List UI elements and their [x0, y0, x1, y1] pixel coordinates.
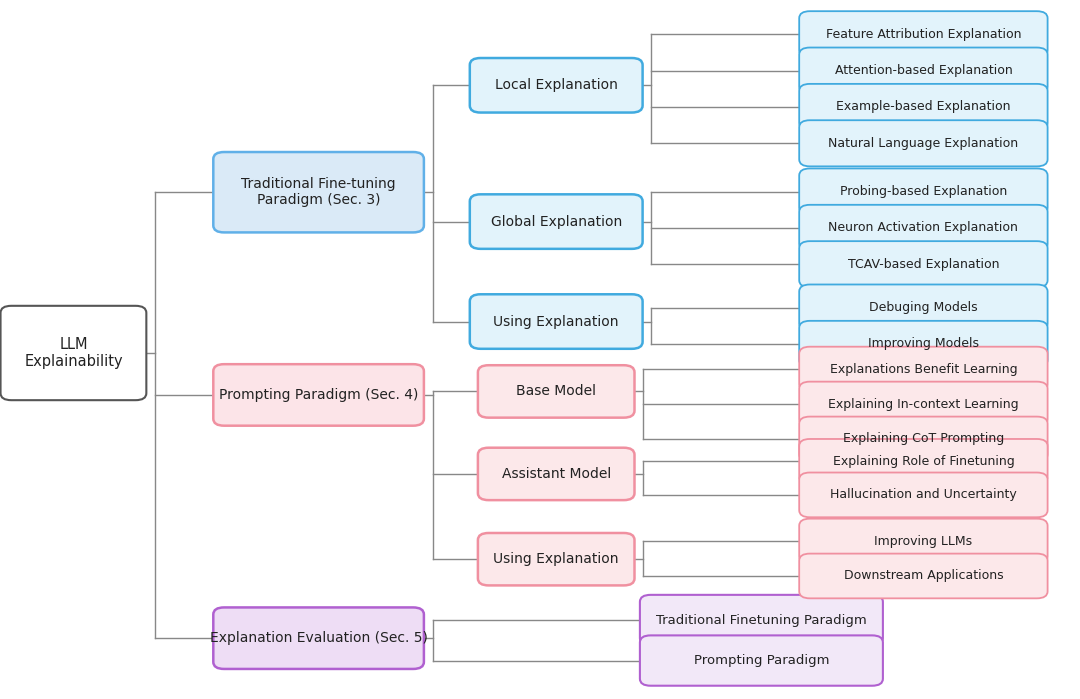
- FancyBboxPatch shape: [799, 382, 1048, 426]
- Text: Natural Language Explanation: Natural Language Explanation: [828, 137, 1018, 150]
- FancyBboxPatch shape: [799, 11, 1048, 57]
- Text: Improving LLMs: Improving LLMs: [875, 535, 972, 547]
- FancyBboxPatch shape: [799, 241, 1048, 287]
- FancyBboxPatch shape: [799, 48, 1048, 94]
- FancyBboxPatch shape: [799, 554, 1048, 598]
- Text: Prompting Paradigm: Prompting Paradigm: [693, 654, 829, 667]
- Text: Global Explanation: Global Explanation: [490, 215, 622, 229]
- Text: Neuron Activation Explanation: Neuron Activation Explanation: [828, 222, 1018, 234]
- Text: Attention-based Explanation: Attention-based Explanation: [835, 64, 1012, 77]
- Text: Traditional Fine-tuning
Paradigm (Sec. 3): Traditional Fine-tuning Paradigm (Sec. 3…: [241, 177, 396, 208]
- FancyBboxPatch shape: [799, 284, 1048, 331]
- Text: Debuging Models: Debuging Models: [869, 301, 977, 314]
- FancyBboxPatch shape: [477, 448, 635, 500]
- Text: Using Explanation: Using Explanation: [494, 315, 619, 329]
- FancyBboxPatch shape: [477, 365, 635, 418]
- Text: Traditional Finetuning Paradigm: Traditional Finetuning Paradigm: [656, 614, 867, 626]
- Text: Hallucination and Uncertainty: Hallucination and Uncertainty: [831, 489, 1016, 501]
- FancyBboxPatch shape: [799, 417, 1048, 461]
- FancyBboxPatch shape: [799, 205, 1048, 251]
- Text: Base Model: Base Model: [516, 384, 596, 398]
- Text: Assistant Model: Assistant Model: [501, 467, 611, 481]
- Text: Example-based Explanation: Example-based Explanation: [836, 101, 1011, 113]
- Text: Explanation Evaluation (Sec. 5): Explanation Evaluation (Sec. 5): [210, 631, 428, 645]
- FancyBboxPatch shape: [477, 533, 635, 586]
- FancyBboxPatch shape: [799, 439, 1048, 484]
- Text: Explaining Role of Finetuning: Explaining Role of Finetuning: [833, 455, 1014, 468]
- FancyBboxPatch shape: [470, 58, 643, 113]
- FancyBboxPatch shape: [799, 473, 1048, 517]
- FancyBboxPatch shape: [470, 194, 643, 249]
- FancyBboxPatch shape: [213, 364, 423, 426]
- Text: Prompting Paradigm (Sec. 4): Prompting Paradigm (Sec. 4): [219, 388, 418, 402]
- FancyBboxPatch shape: [799, 168, 1048, 215]
- FancyBboxPatch shape: [470, 294, 643, 349]
- FancyBboxPatch shape: [639, 635, 882, 686]
- Text: LLM
Explainability: LLM Explainability: [24, 337, 123, 369]
- FancyBboxPatch shape: [213, 152, 423, 232]
- Text: Improving Models: Improving Models: [868, 338, 978, 350]
- FancyBboxPatch shape: [639, 595, 882, 645]
- FancyBboxPatch shape: [799, 347, 1048, 391]
- FancyBboxPatch shape: [799, 321, 1048, 367]
- FancyBboxPatch shape: [799, 120, 1048, 166]
- Text: TCAV-based Explanation: TCAV-based Explanation: [848, 258, 999, 271]
- Text: Explaining CoT Prompting: Explaining CoT Prompting: [842, 433, 1004, 445]
- Text: Downstream Applications: Downstream Applications: [843, 570, 1003, 582]
- Text: Explanations Benefit Learning: Explanations Benefit Learning: [829, 363, 1017, 375]
- FancyBboxPatch shape: [799, 84, 1048, 130]
- Text: Using Explanation: Using Explanation: [494, 552, 619, 566]
- Text: Local Explanation: Local Explanation: [495, 78, 618, 92]
- Text: Explaining In-context Learning: Explaining In-context Learning: [828, 398, 1018, 410]
- FancyBboxPatch shape: [799, 519, 1048, 563]
- FancyBboxPatch shape: [1, 306, 147, 400]
- Text: Probing-based Explanation: Probing-based Explanation: [840, 185, 1007, 198]
- Text: Feature Attribution Explanation: Feature Attribution Explanation: [825, 28, 1022, 41]
- FancyBboxPatch shape: [213, 607, 423, 669]
